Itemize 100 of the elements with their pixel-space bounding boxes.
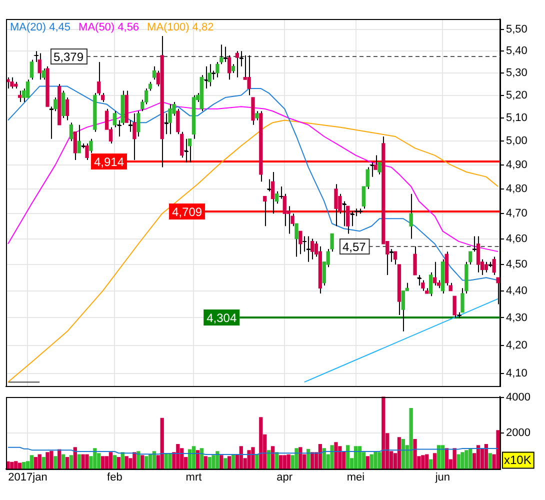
bar (496, 430, 500, 469)
bar (69, 455, 74, 469)
bar (358, 446, 362, 469)
bar (452, 448, 456, 469)
bar (298, 447, 302, 469)
bar (188, 449, 192, 469)
candlestick (168, 104, 172, 135)
candlestick (184, 138, 189, 163)
bar (468, 448, 472, 469)
y-tick-label: 4,80 (506, 182, 528, 195)
bar (432, 453, 437, 469)
bar (104, 456, 109, 469)
candlestick (132, 112, 136, 161)
text: MA(20) 4,45 (10, 22, 71, 34)
bar (294, 448, 298, 469)
candlestick (401, 290, 406, 332)
bar (168, 454, 172, 469)
bar (77, 454, 81, 469)
bar (397, 437, 402, 469)
y-tick-label: 4,30 (506, 312, 528, 324)
bar (180, 448, 184, 469)
bar (140, 455, 144, 469)
bar (50, 450, 54, 469)
y-axis-title: x10K (504, 453, 532, 468)
bar (10, 462, 14, 469)
x-tick-label: mei (346, 471, 365, 484)
x-tick-label: mrt (186, 471, 202, 484)
bar (255, 454, 259, 469)
bar (366, 456, 370, 469)
bar (148, 454, 152, 469)
y-tick-label: 4,50 (506, 258, 528, 271)
candlestick (188, 138, 192, 163)
x-tick-label: feb (107, 471, 122, 484)
bar (318, 444, 322, 469)
candlestick (38, 52, 42, 80)
candlestick (413, 246, 417, 276)
bar (259, 417, 263, 469)
ref-line-label: 4,304 (206, 310, 237, 325)
bar (401, 439, 406, 469)
bar (429, 459, 433, 469)
y-tick-label: 5,10 (506, 112, 528, 124)
bar (208, 457, 212, 469)
bar (421, 455, 425, 469)
bar (204, 456, 208, 469)
bar (382, 396, 386, 469)
bar (65, 457, 70, 469)
bar (42, 457, 46, 469)
candlestick (263, 196, 267, 227)
candlestick (30, 59, 34, 80)
bar (61, 454, 66, 469)
text: MA(100) 4,82 (147, 22, 214, 34)
candlestick (409, 193, 413, 240)
bar (247, 450, 251, 469)
bar (93, 448, 97, 469)
y-tick-label: 4,70 (506, 208, 528, 220)
bar (334, 442, 338, 469)
candlestick (334, 184, 338, 227)
bar (476, 445, 480, 469)
bar (464, 450, 468, 469)
candlestick (85, 143, 89, 161)
x-tick-label: apr (276, 471, 293, 484)
candlestick (216, 61, 220, 78)
bar (282, 455, 286, 469)
y-tick-label: 5,50 (506, 24, 528, 36)
bar (354, 446, 358, 469)
bar (484, 444, 488, 469)
candlestick (61, 90, 66, 118)
bar (220, 455, 224, 469)
bar (436, 445, 441, 469)
bar (81, 454, 85, 469)
bar (22, 462, 26, 469)
bar (413, 439, 417, 469)
ref-line-label: 4,914 (94, 154, 124, 169)
candlestick (429, 272, 433, 297)
ref-line-label: 4,709 (172, 204, 202, 219)
candlestick (492, 256, 496, 276)
bar (46, 452, 50, 469)
candlestick (251, 97, 255, 126)
candlestick (468, 251, 472, 266)
x-tick-label: 2017jan (8, 471, 48, 484)
bar (444, 448, 448, 469)
bar (286, 454, 290, 469)
candlestick (298, 230, 302, 255)
candlestick (484, 261, 488, 273)
candlestick (310, 238, 314, 260)
bar (378, 452, 382, 469)
bar (30, 455, 34, 469)
y-tick-label: 4000 (506, 392, 530, 404)
bar (160, 418, 164, 469)
bar (212, 455, 216, 469)
bar (370, 454, 374, 469)
y-tick-label: 4,20 (506, 339, 528, 352)
y-tick-label: 5,00 (506, 135, 528, 148)
bar (112, 455, 117, 469)
candlestick (270, 172, 275, 214)
candlestick (235, 50, 240, 78)
bar (73, 447, 77, 469)
bar (488, 453, 492, 469)
bar (460, 452, 464, 469)
bar (38, 454, 42, 469)
